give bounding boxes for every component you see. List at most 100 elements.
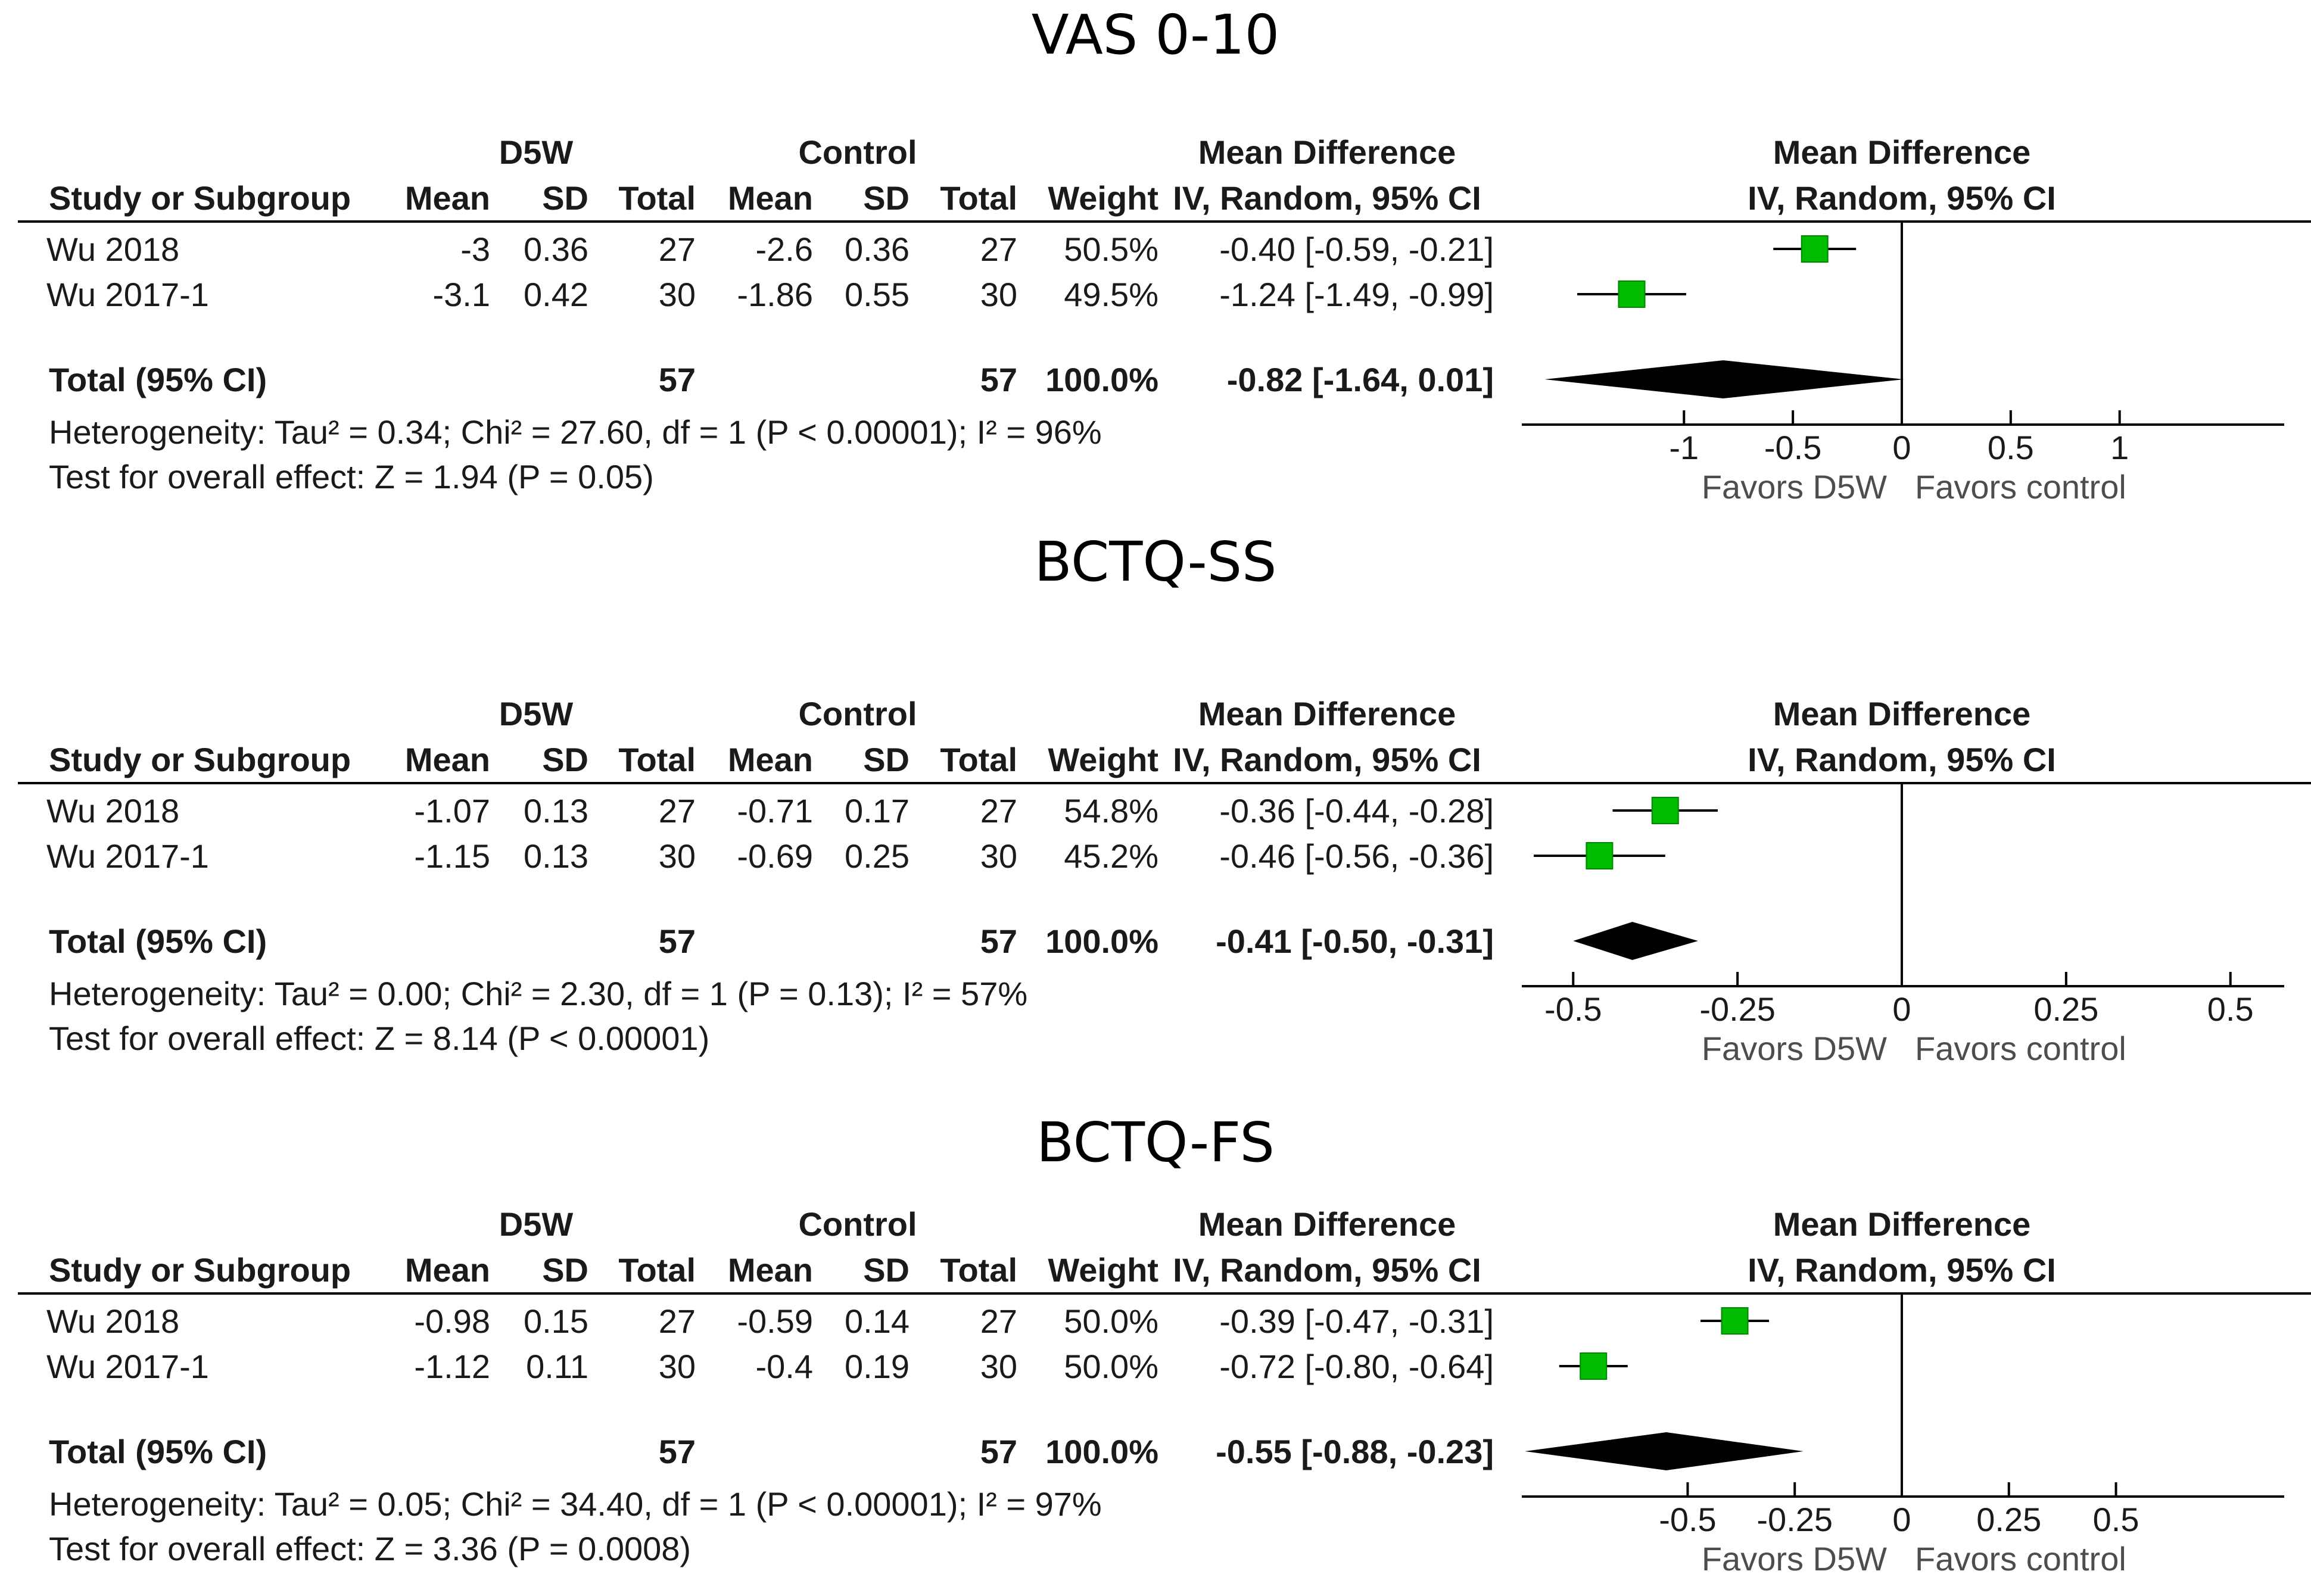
mean2-value: -1.86 xyxy=(737,276,813,313)
mean2-header: Mean xyxy=(728,1251,813,1289)
effect-marker xyxy=(1721,1307,1749,1335)
total2-value: 27 xyxy=(980,230,1017,268)
mean1-header: Mean xyxy=(405,179,490,217)
effect-marker xyxy=(1618,280,1646,308)
mean2-value: -2.6 xyxy=(756,230,814,268)
mean1-value: -1.07 xyxy=(414,792,490,830)
ci-value: -0.36 [-0.44, -0.28] xyxy=(1219,792,1494,830)
mean1-value: -0.98 xyxy=(414,1302,490,1340)
plot-sub-header: IV, Random, 95% CI xyxy=(1748,1251,2056,1289)
sd2-value: 0.19 xyxy=(845,1348,910,1385)
effect-marker xyxy=(1801,235,1829,263)
total2-value: 27 xyxy=(980,1302,1017,1340)
total1-sum: 57 xyxy=(659,361,696,398)
study-name: Wu 2017-1 xyxy=(46,1348,209,1385)
forest-panel-2: BCTQ-SS D5W Control Mean Difference Mean Dif… xyxy=(18,530,2311,1067)
x-tick-label: 0 xyxy=(1892,990,1911,1028)
total-ci: -0.41 [-0.50, -0.31] xyxy=(1216,922,1494,960)
study-name: Wu 2017-1 xyxy=(46,276,209,313)
total1-value: 30 xyxy=(659,276,696,313)
x-tick-label: 0.25 xyxy=(2033,990,2098,1028)
x-tick-label: 0 xyxy=(1892,429,1911,466)
pooled-diamond xyxy=(1525,1432,1804,1470)
ci-value: -0.72 [-0.80, -0.64] xyxy=(1219,1348,1494,1385)
sd1-value: 0.36 xyxy=(524,230,588,268)
forest-panel-1: VAS 0-10 D5W Control Mean Difference Mean Di… xyxy=(18,3,2311,506)
weight-value: 50.0% xyxy=(1064,1302,1158,1340)
sd2-header: SD xyxy=(863,1251,910,1289)
total-ci: -0.55 [-0.88, -0.23] xyxy=(1216,1433,1494,1470)
sd1-value: 0.15 xyxy=(524,1302,588,1340)
total2-value: 30 xyxy=(980,837,1017,875)
total-weight: 100.0% xyxy=(1045,361,1158,398)
x-tick-label: -0.25 xyxy=(1699,990,1776,1028)
x-tick-label: -0.5 xyxy=(1659,1501,1717,1538)
group1-header: D5W xyxy=(499,1205,574,1243)
pooled-diamond xyxy=(1573,922,1698,960)
study-name: Wu 2018 xyxy=(46,230,179,268)
favors-right-label: Favors control xyxy=(1915,1030,2126,1067)
chart-title: BCTQ-SS xyxy=(1035,530,1277,594)
total1-value: 27 xyxy=(659,230,696,268)
sd1-header: SD xyxy=(542,179,588,217)
sd1-value: 0.13 xyxy=(524,792,588,830)
md-sub-header: IV, Random, 95% CI xyxy=(1173,741,1481,778)
sd2-value: 0.55 xyxy=(845,276,910,313)
mean1-value: -1.12 xyxy=(414,1348,490,1385)
ci-value: -1.24 [-1.49, -0.99] xyxy=(1219,276,1494,313)
mean2-header: Mean xyxy=(728,179,813,217)
ci-value: -0.46 [-0.56, -0.36] xyxy=(1219,837,1494,875)
effect-marker xyxy=(1580,1352,1608,1380)
mean2-header: Mean xyxy=(728,741,813,778)
weight-header: Weight xyxy=(1048,179,1158,217)
overall-effect-text: Test for overall effect: Z = 8.14 (P < 0… xyxy=(49,1020,709,1057)
total-label: Total (95% CI) xyxy=(49,922,267,960)
plot-title-header: Mean Difference xyxy=(1773,133,2031,171)
total2-header: Total xyxy=(940,1251,1017,1289)
heterogeneity-text: Heterogeneity: Tau² = 0.00; Chi² = 2.30,… xyxy=(49,975,1027,1012)
study-header: Study or Subgroup xyxy=(49,1251,351,1289)
study-name: Wu 2017-1 xyxy=(46,837,209,875)
x-tick-label: 0.5 xyxy=(2093,1501,2139,1538)
study-header: Study or Subgroup xyxy=(49,741,351,778)
total1-sum: 57 xyxy=(659,922,696,960)
chart-title: BCTQ-FS xyxy=(1036,1111,1275,1174)
weight-header: Weight xyxy=(1048,1251,1158,1289)
x-tick-label: -0.5 xyxy=(1764,429,1822,466)
plot-sub-header: IV, Random, 95% CI xyxy=(1748,741,2056,778)
plot-title-header: Mean Difference xyxy=(1773,1205,2031,1243)
x-tick-label: 0.5 xyxy=(2207,990,2254,1028)
mean1-value: -3.1 xyxy=(433,276,491,313)
favors-right-label: Favors control xyxy=(1915,1540,2126,1578)
total1-value: 27 xyxy=(659,792,696,830)
sd2-header: SD xyxy=(863,741,910,778)
weight-value: 45.2% xyxy=(1064,837,1158,875)
x-tick-label: 0.5 xyxy=(1988,429,2034,466)
favors-right-label: Favors control xyxy=(1915,468,2126,506)
chart-title: VAS 0-10 xyxy=(1032,3,1279,67)
total-label: Total (95% CI) xyxy=(49,1433,267,1470)
x-tick-label: 1 xyxy=(2110,429,2129,466)
md-sub-header: IV, Random, 95% CI xyxy=(1173,179,1481,217)
total1-header: Total xyxy=(618,179,696,217)
total-weight: 100.0% xyxy=(1045,1433,1158,1470)
mean1-value: -1.15 xyxy=(414,837,490,875)
mean2-value: -0.69 xyxy=(737,837,813,875)
weight-header: Weight xyxy=(1048,741,1158,778)
favors-left-label: Favors D5W xyxy=(1702,1030,1887,1067)
x-tick-label: -1 xyxy=(1669,429,1699,466)
group2-header: Control xyxy=(798,1205,917,1243)
ci-value: -0.39 [-0.47, -0.31] xyxy=(1219,1302,1494,1340)
effect-marker xyxy=(1651,797,1679,824)
md-header: Mean Difference xyxy=(1198,695,1456,732)
mean1-header: Mean xyxy=(405,741,490,778)
group2-header: Control xyxy=(798,133,917,171)
pooled-diamond xyxy=(1544,360,1904,398)
mean2-value: -0.4 xyxy=(756,1348,814,1385)
total2-sum: 57 xyxy=(980,922,1017,960)
sd2-value: 0.36 xyxy=(845,230,910,268)
total2-value: 27 xyxy=(980,792,1017,830)
weight-value: 50.5% xyxy=(1064,230,1158,268)
sd1-header: SD xyxy=(542,741,588,778)
